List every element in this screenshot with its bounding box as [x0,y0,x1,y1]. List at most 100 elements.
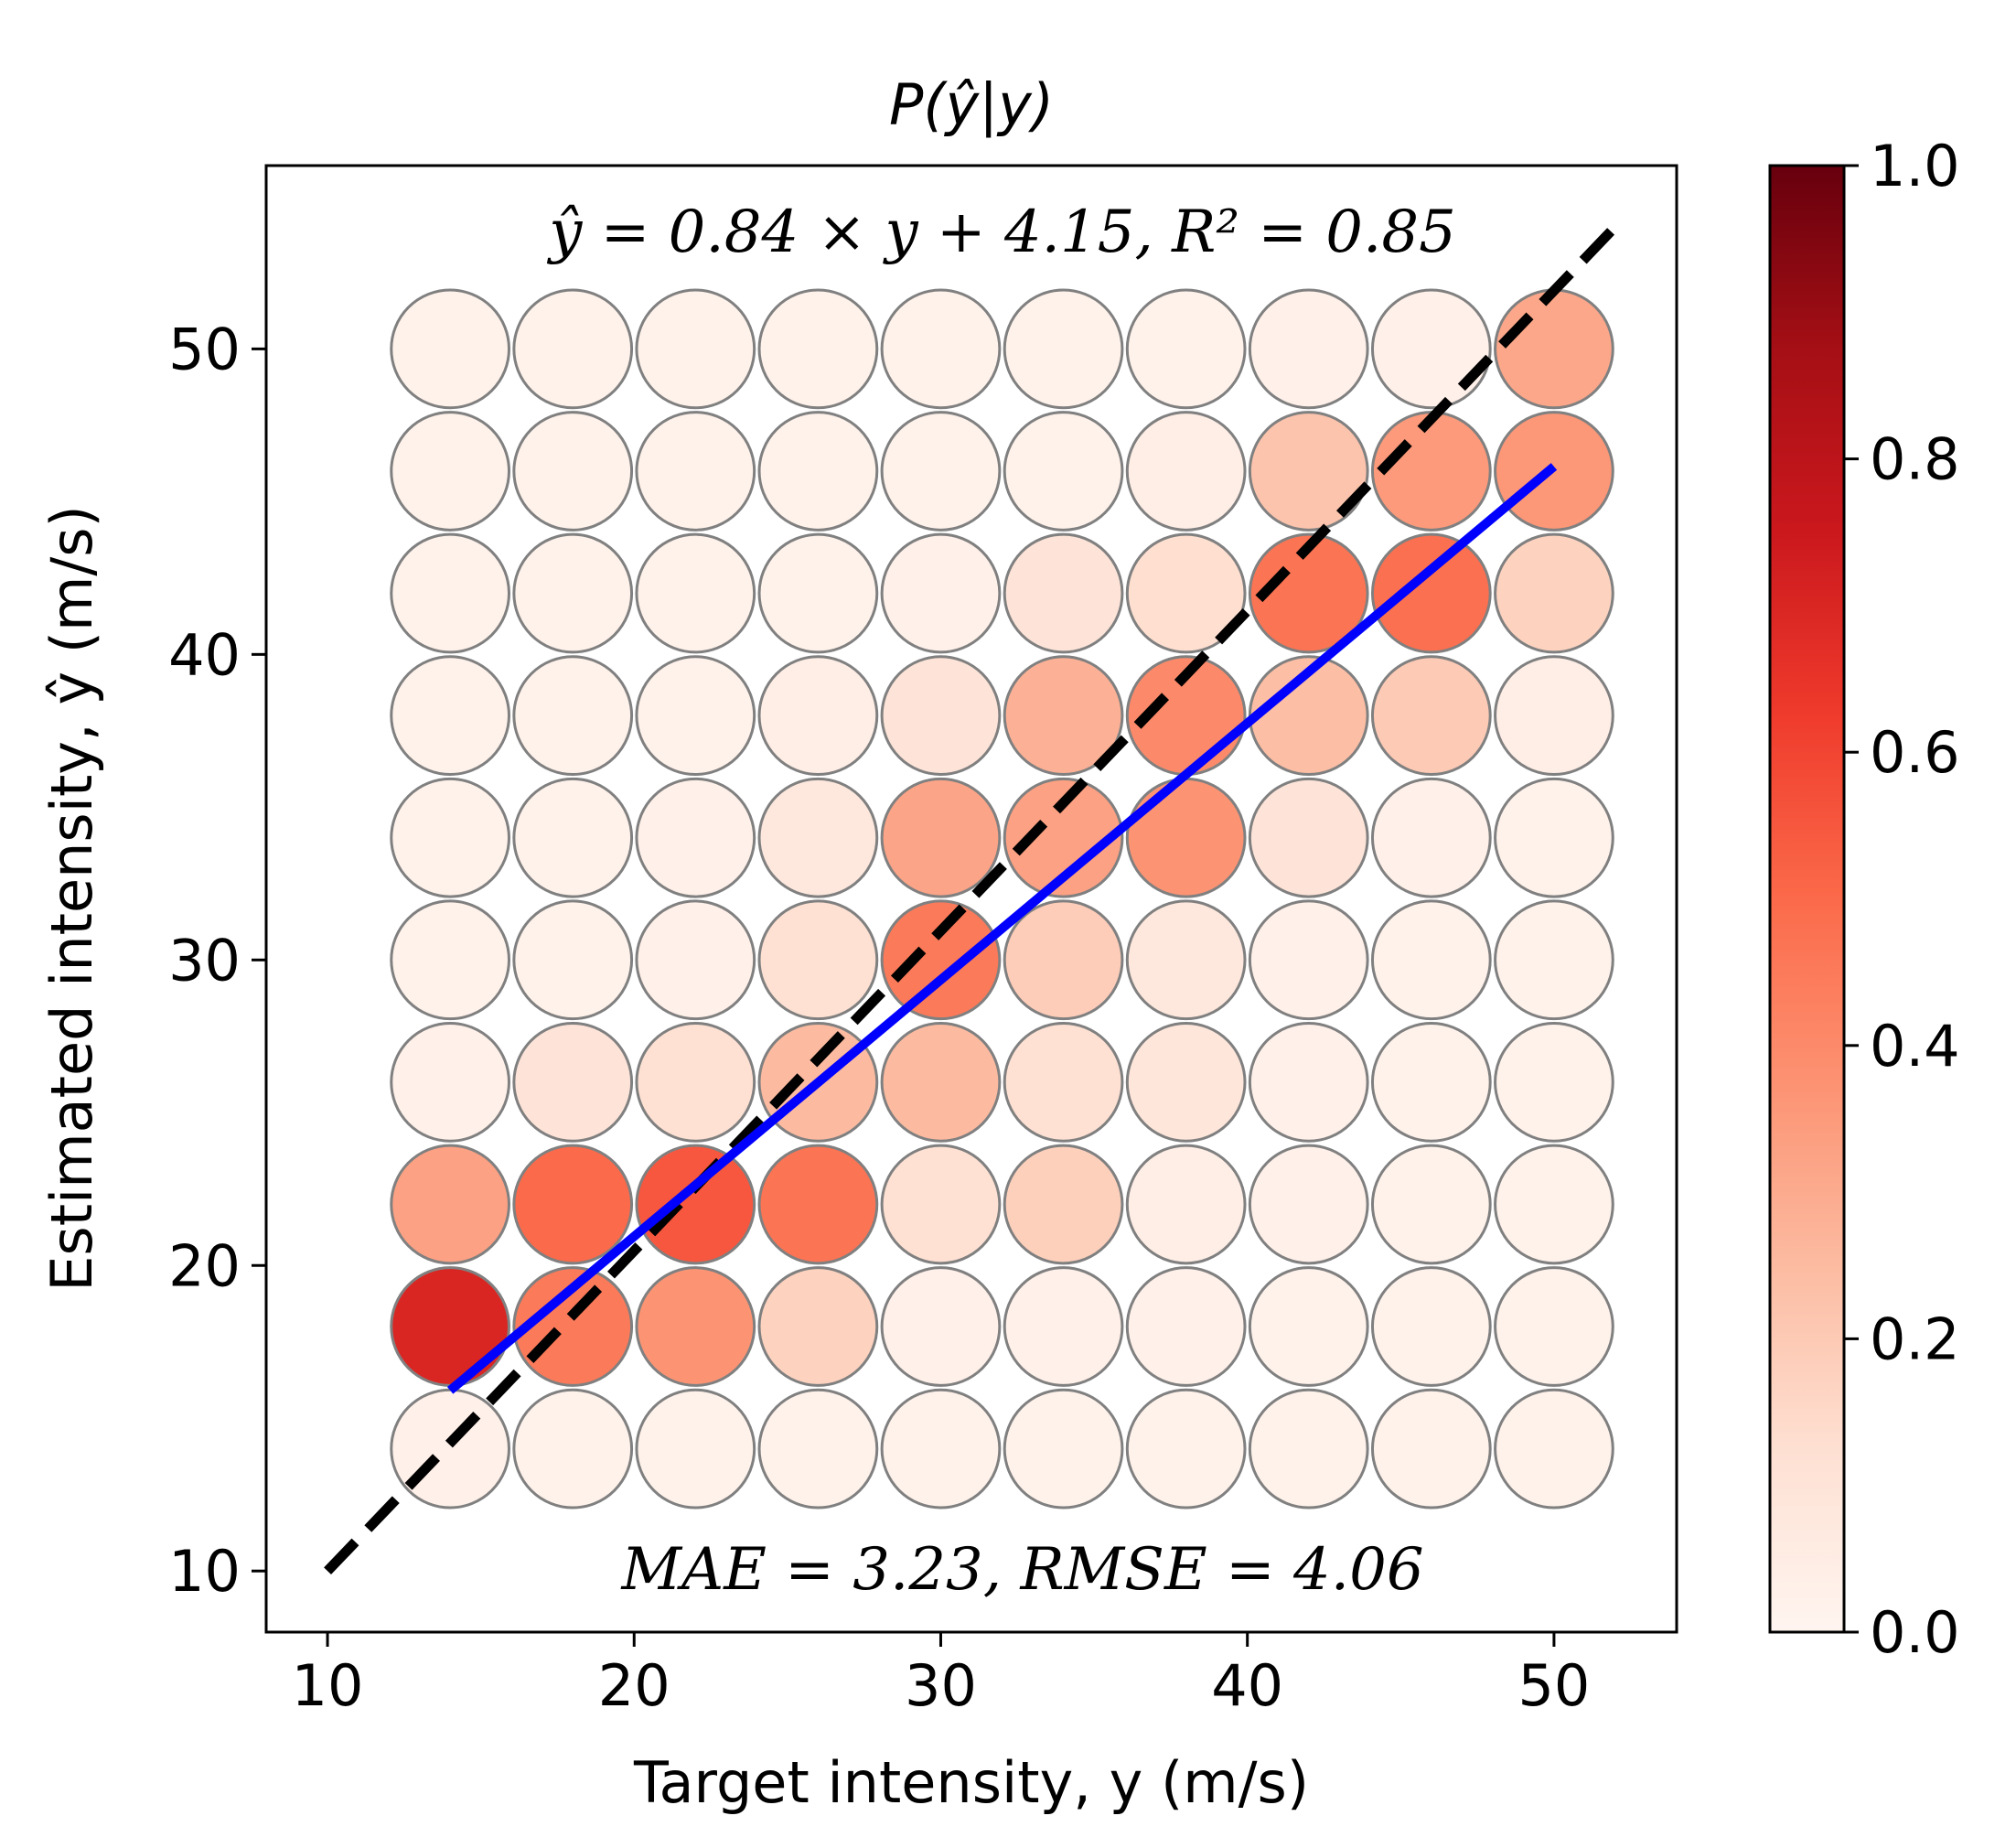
bubble-cell [1003,655,1124,776]
bubble-cell [880,411,1002,532]
bubble-cell [880,1266,1002,1387]
x-tick-label: 10 [292,1652,364,1719]
colorbar-tick-label: 0.0 [1870,1599,1960,1666]
bubble-cell [757,288,879,410]
error-metrics-annotation: MAE = 3.23, RMSE = 4.06 [620,1536,1423,1604]
bubble-cell [1370,777,1492,898]
colorbar-tick-label: 0.8 [1870,426,1960,493]
fit-equation-annotation: ŷ = 0.84 × y + 4.15, R² = 0.85 [546,199,1456,266]
bubble-cell [390,288,510,410]
colorbar-tick-label: 1.0 [1870,133,1960,199]
bubble-grid [390,288,1614,1510]
chart-title: P(ŷ|y) [889,71,1054,139]
bubble-cell [635,1388,756,1510]
fit-line [446,463,1558,1394]
bubble-cell [757,655,879,776]
bubble-cell [512,1144,634,1265]
bubble-cell [880,655,1002,776]
bubble-cell [390,1022,510,1143]
colorbar-ticks: 0.0 0.2 0.4 0.6 0.8 1.0 [1844,133,1960,1666]
bubble-cell [635,532,756,654]
bubble-cell [512,532,634,654]
bubble-cell [1125,1388,1247,1510]
bubble-cell [512,655,634,776]
x-tick-label: 20 [598,1652,670,1719]
bubble-cell [1494,899,1614,1021]
bubble-cell [1003,1022,1124,1143]
bubble-cell [1125,411,1247,532]
bubble-cell [635,899,756,1021]
bubble-cell [635,655,756,776]
bubble-cell [880,1144,1002,1265]
bubble-cell [1494,1022,1614,1143]
bubble-cell [1125,1144,1247,1265]
bubble-cell [757,1266,879,1387]
bubble-cell [757,411,879,532]
bubble-cell [1370,1144,1492,1265]
y-tick-label: 50 [168,316,241,382]
bubble-cell [1494,288,1614,410]
identity-line [324,222,1619,1575]
bubble-cell [1370,655,1492,776]
reference-lines [324,222,1619,1575]
bubble-cell [880,777,1002,898]
bubble-cell [1125,1266,1247,1387]
bubble-cell [390,532,510,654]
bubble-cell [1248,288,1369,410]
bubble-cell [1125,1022,1247,1143]
bubble-cell [1494,1144,1614,1265]
bubble-cell [390,1144,510,1265]
bubble-cell [1248,1022,1369,1143]
colorbar [1768,164,1846,1634]
colorbar-tick-label: 0.6 [1870,719,1960,786]
bubble-cell [757,777,879,898]
bubble-cell [390,411,510,532]
bubble-cell [757,1144,879,1265]
bubble-cell [635,1144,756,1265]
x-axis: 10 20 30 40 50 [292,1632,1590,1719]
bubble-cell [1003,899,1124,1021]
bubble-cell [1248,777,1369,898]
bubble-cell [1494,532,1614,654]
colorbar-tick-label: 0.4 [1870,1013,1960,1080]
x-tick-label: 40 [1211,1652,1283,1719]
bubble-cell [390,1388,510,1510]
bubble-cell [1248,411,1369,532]
y-tick-label: 40 [168,621,241,688]
bubble-cell [1003,288,1124,410]
x-axis-label: Target intensity, y (m/s) [633,1749,1309,1816]
bubble-cell [880,288,1002,410]
y-axis: 10 20 30 40 50 [168,316,266,1605]
y-axis-label: Estimated intensity, ŷ (m/s) [38,505,105,1292]
bubble-cell [880,532,1002,654]
bubble-cell [1370,1388,1492,1510]
bubble-cell [757,532,879,654]
bubble-cell [390,1266,510,1387]
bubble-cell [757,1388,879,1510]
bubble-cell [1003,411,1124,532]
bubble-cell [880,1022,1002,1143]
bubble-cell [1370,532,1492,654]
bubble-cell [1370,1022,1492,1143]
bubble-cell [1370,288,1492,410]
bubble-cell [635,288,756,410]
bubble-cell [1003,1388,1124,1510]
bubble-cell [512,899,634,1021]
bubble-cell [635,1266,756,1387]
bubble-cell [1494,1266,1614,1387]
bubble-cell [1494,1388,1614,1510]
bubble-cell [1494,655,1614,776]
bubble-cell [512,777,634,898]
bubble-cell [1003,777,1124,898]
bubble-cell [512,1266,634,1387]
bubble-cell [1370,411,1492,532]
bubble-cell [512,1388,634,1510]
bubble-cell [1370,899,1492,1021]
bubble-cell [1003,1266,1124,1387]
bubble-cell [880,899,1002,1021]
bubble-cell [635,777,756,898]
bubble-cell [512,411,634,532]
bubble-cell [512,1022,634,1143]
bubble-cell [1248,899,1369,1021]
